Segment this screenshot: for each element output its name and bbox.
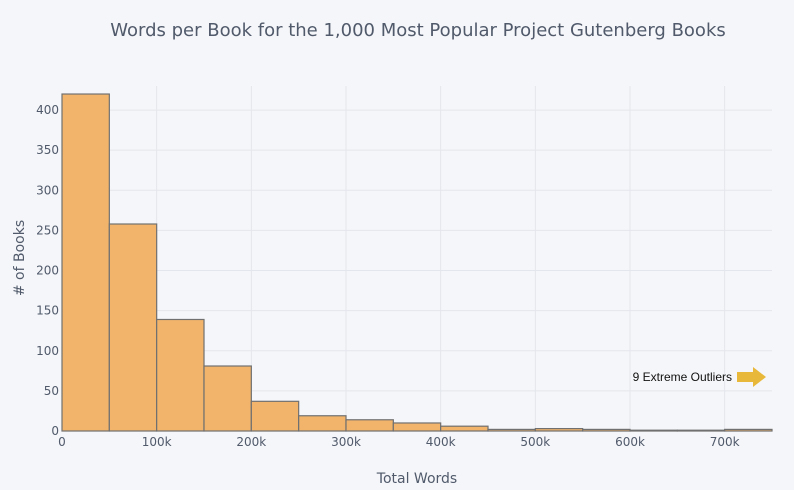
y-tick-label: 50 bbox=[44, 384, 59, 398]
y-tick-label: 200 bbox=[36, 264, 59, 278]
histogram-bar bbox=[629, 429, 678, 432]
x-axis-title: Total Words bbox=[376, 471, 457, 487]
y-tick-label: 100 bbox=[36, 344, 59, 358]
right-arrow-icon bbox=[737, 367, 766, 387]
y-tick-label: 150 bbox=[36, 304, 59, 318]
x-tick-label: 400k bbox=[426, 435, 456, 449]
histogram-bar bbox=[156, 318, 205, 432]
x-tick-label: 500k bbox=[520, 435, 550, 449]
y-axis-title: # of Books bbox=[12, 220, 28, 296]
outliers-annotation-label: 9 Extreme Outliers bbox=[633, 370, 732, 384]
x-axis-ticks: 0 100k 200k 300k 400k 500k 600k 700k bbox=[58, 435, 739, 449]
histogram-bars bbox=[61, 93, 773, 432]
histogram-bar bbox=[203, 365, 252, 432]
histogram-bar bbox=[582, 428, 631, 432]
histogram-bar bbox=[440, 425, 489, 432]
x-tick-label: 300k bbox=[331, 435, 361, 449]
histogram-bar bbox=[61, 93, 110, 432]
y-tick-label: 250 bbox=[36, 223, 59, 237]
y-axis-ticks: 0 50 100 150 200 250 300 350 400 bbox=[36, 103, 59, 438]
histogram-bar bbox=[534, 427, 584, 432]
y-tick-label: 0 bbox=[51, 424, 59, 438]
histogram-bar bbox=[392, 422, 442, 432]
histogram-bar bbox=[345, 419, 394, 432]
grid-lines bbox=[62, 86, 772, 431]
chart-title: Words per Book for the 1,000 Most Popula… bbox=[110, 20, 726, 41]
histogram-bar bbox=[298, 415, 347, 432]
histogram-bar bbox=[676, 429, 726, 432]
histogram-bar bbox=[487, 428, 536, 432]
histogram-bar bbox=[250, 400, 300, 432]
outliers-annotation: 9 Extreme Outliers bbox=[633, 367, 766, 387]
x-tick-label: 700k bbox=[710, 435, 740, 449]
y-tick-label: 350 bbox=[36, 143, 59, 157]
x-tick-label: 0 bbox=[58, 435, 66, 449]
histogram-bar bbox=[724, 428, 773, 432]
x-tick-label: 600k bbox=[615, 435, 645, 449]
y-tick-label: 300 bbox=[36, 183, 59, 197]
y-tick-label: 400 bbox=[36, 103, 59, 117]
x-tick-label: 100k bbox=[142, 435, 172, 449]
x-tick-label: 200k bbox=[236, 435, 266, 449]
histogram-bar bbox=[108, 223, 158, 432]
